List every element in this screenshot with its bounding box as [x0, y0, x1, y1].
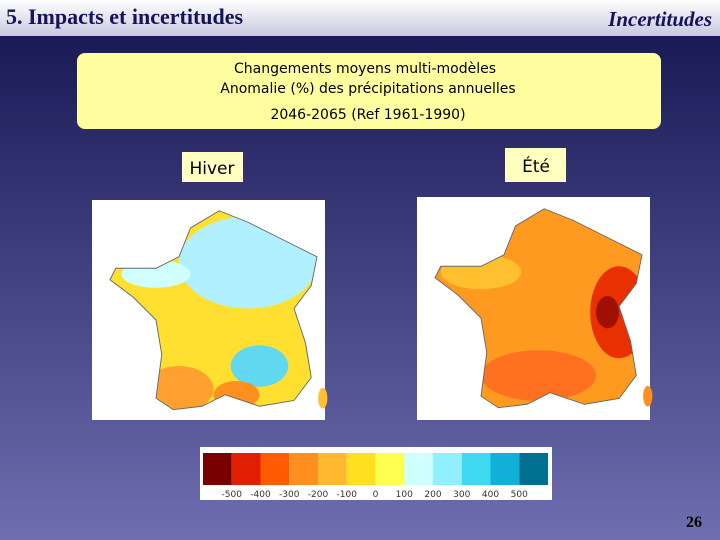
summer-map — [417, 197, 653, 420]
color-swatch — [260, 453, 290, 485]
color-swatch — [404, 453, 433, 485]
color-swatch — [519, 453, 548, 485]
color-swatch — [375, 453, 405, 485]
title-bar — [0, 0, 720, 36]
legend-tick-label: 200 — [424, 490, 441, 500]
legend-tick-label: 500 — [511, 490, 528, 500]
slide-title: 5. Impacts et incertitudes — [6, 4, 244, 29]
legend-tick-label: 0 — [373, 490, 379, 500]
legend-tick-label: 100 — [396, 490, 413, 500]
legend-tick-label: -500 — [222, 490, 243, 500]
winter-map — [92, 200, 328, 420]
box-line: Changements moyens multi-modèles — [234, 61, 496, 77]
color-swatch — [461, 453, 491, 485]
box-line: 2046-2065 (Ref 1961-1990) — [270, 107, 465, 123]
color-swatch — [433, 453, 462, 485]
color-swatch — [490, 453, 520, 485]
winter-label: Hiver — [189, 159, 234, 179]
color-swatch — [203, 453, 232, 485]
color-swatch — [231, 453, 261, 485]
color-legend: -500 -400 -300 -200 -100 0 100 200 300 400 500 — [203, 453, 548, 500]
legend-tick-label: -300 — [279, 490, 300, 500]
summer-label: Été — [522, 155, 550, 177]
label-box — [182, 152, 243, 182]
legend-tick-label: 300 — [453, 490, 470, 500]
section-title: Incertitudes — [607, 7, 712, 31]
box-line: Anomalie (%) des précipitations annuelle… — [220, 81, 515, 97]
label-box — [505, 148, 566, 182]
info-box — [77, 53, 661, 129]
legend-tick-label: 400 — [482, 490, 499, 500]
page-number: 26 — [686, 514, 702, 531]
color-swatch — [289, 453, 318, 485]
legend-tick-label: -100 — [337, 490, 358, 500]
legend-tick-label: -400 — [250, 490, 271, 500]
legend-tick-label: -200 — [308, 490, 329, 500]
color-swatch — [346, 453, 376, 485]
color-swatch — [318, 453, 347, 485]
